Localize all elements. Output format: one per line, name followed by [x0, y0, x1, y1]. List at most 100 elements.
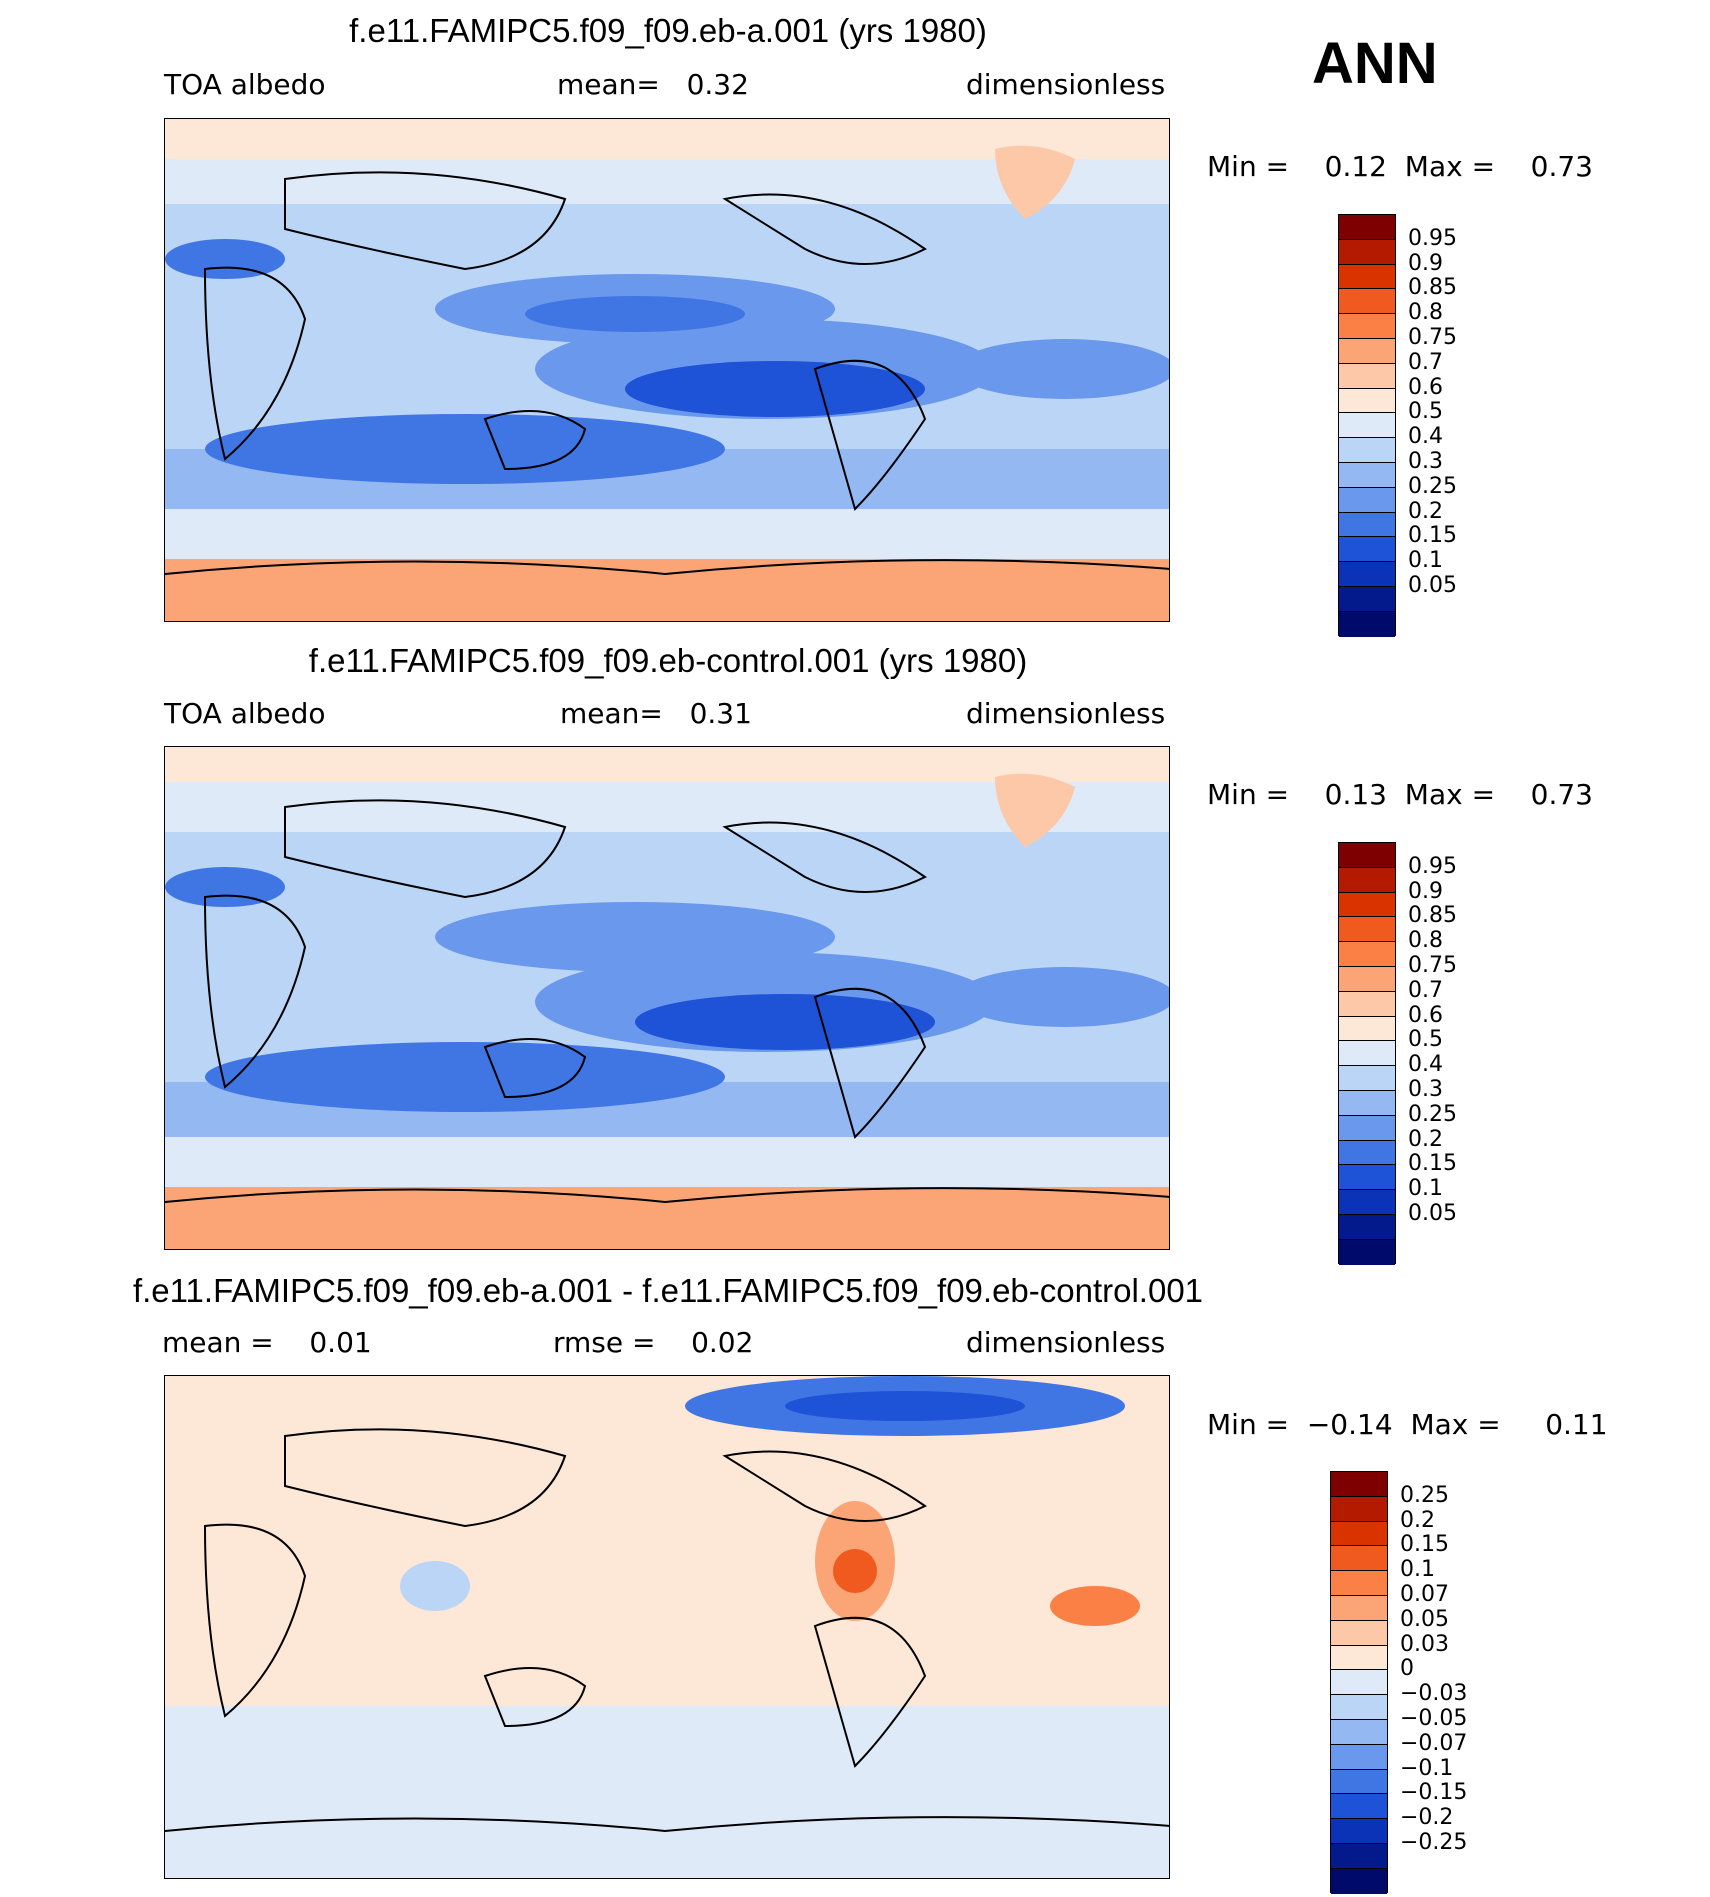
eurasia-coastline [284, 1428, 567, 1528]
atlantic-positive [1050, 1586, 1140, 1626]
colorbar-tick-label: 0.25 [1408, 1101, 1457, 1127]
colorbar-tick-label: −0.07 [1400, 1730, 1468, 1756]
tropical-min-albedo [635, 994, 935, 1050]
colorbar-tick-label: −0.1 [1400, 1755, 1454, 1781]
mediterranean-low [165, 239, 285, 279]
panel-3-map-svg [165, 1376, 1169, 1878]
eurasia-coastline [284, 799, 567, 899]
colorbar-tick-label: −0.15 [1400, 1780, 1468, 1806]
southern-neutral-band [165, 1706, 1169, 1878]
colorbar-tick-label: −0.03 [1400, 1681, 1468, 1707]
subantarctic-band [165, 509, 1169, 559]
antarctica-coastline [165, 1816, 1169, 1833]
colorbar-tick-label: 0.3 [1408, 1077, 1443, 1102]
mediterranean-low [165, 867, 285, 907]
colorbar-tick-label: 0.5 [1408, 1027, 1443, 1053]
colorbar-box [1331, 1719, 1387, 1745]
colorbar-box [1331, 1794, 1387, 1820]
colorbar-tick-label: 0.2 [1400, 1507, 1435, 1533]
panel-2-title: f.e11.FAMIPC5.f09_f09.eb-control.001 (yr… [308, 642, 1028, 679]
colorbar-tick-label: 0.4 [1408, 424, 1443, 450]
panel-1-variable-label: TOA albedo [164, 68, 326, 101]
colorbar-tick-label: 0.05 [1408, 573, 1457, 598]
colorbar-box [1339, 314, 1395, 339]
panel-3-title: f.e11.FAMIPC5.f09_f09.eb-a.001 - f.e11.F… [132, 1272, 1204, 1309]
panel-1-colorbar [1338, 214, 1396, 637]
colorbar-box [1331, 1472, 1387, 1497]
colorbar-box [1339, 966, 1395, 992]
colorbar-box [1339, 1066, 1395, 1091]
colorbar-box [1339, 438, 1395, 463]
colorbar-tick-label: 0.4 [1408, 1052, 1443, 1078]
colorbar-tick-label: 0.1 [1408, 548, 1443, 574]
antarctic-band [165, 559, 1169, 621]
colorbar-tick-label: 0.9 [1408, 250, 1443, 276]
panel-2-variable-label: TOA albedo [164, 697, 326, 730]
indian-ocean-low [205, 1042, 725, 1112]
south-america-coastline [813, 359, 927, 511]
colorbar-box [1331, 1819, 1387, 1844]
colorbar-tick-label: 0.95 [1408, 225, 1457, 251]
panel-2-minmax: Min = 0.13 Max = 0.73 [1207, 778, 1593, 811]
panel-1-minmax: Min = 0.12 Max = 0.73 [1207, 150, 1593, 183]
subantarctic-band [165, 1137, 1169, 1187]
colorbar-tick-label: 0 [1400, 1656, 1414, 1682]
colorbar-box [1339, 1214, 1395, 1240]
colorbar-box [1339, 1041, 1395, 1067]
antarctica-coastline [165, 1187, 1169, 1204]
colorbar-box [1339, 363, 1395, 389]
colorbar-box [1339, 289, 1395, 315]
colorbar-tick-label: 0.1 [1408, 1176, 1443, 1202]
colorbar-box [1331, 1868, 1387, 1894]
north-america-coastline [722, 821, 927, 893]
africa-coastline [203, 266, 307, 461]
colorbar-tick-label: 0.5 [1408, 399, 1443, 425]
greenland-region [995, 145, 1075, 219]
panel-1-mean-label: mean= 0.32 [557, 68, 749, 101]
colorbar-tick-label: 0.15 [1408, 523, 1457, 549]
colorbar-box [1339, 388, 1395, 414]
colorbar-box [1339, 537, 1395, 563]
colorbar-box [1339, 1140, 1395, 1166]
arctic-negative-core [785, 1391, 1025, 1421]
colorbar-box [1331, 1571, 1387, 1596]
colorbar-tick-label: 0.6 [1408, 1002, 1443, 1028]
colorbar-box [1339, 1190, 1395, 1215]
colorbar-tick-label: 0.8 [1408, 300, 1443, 326]
colorbar-box [1331, 1645, 1387, 1671]
colorbar-box [1331, 1595, 1387, 1621]
colorbar-tick-label: 0.9 [1408, 878, 1443, 904]
colorbar-tick-label: 0.95 [1408, 853, 1457, 879]
colorbar-tick-label: 0.25 [1408, 473, 1457, 499]
colorbar-tick-label: 0.05 [1408, 1201, 1457, 1226]
colorbar-box [1339, 264, 1395, 290]
panel-2-colorbar [1338, 842, 1396, 1265]
atlantic-low [955, 339, 1169, 399]
panel-2-mean-label: mean= 0.31 [560, 697, 752, 730]
season-label: ANN [1312, 31, 1438, 96]
colorbar-tick-label: 0.3 [1408, 449, 1443, 474]
colorbar-box [1339, 867, 1395, 893]
panel-2-map-svg [165, 747, 1169, 1249]
colorbar-tick-label: 0.85 [1408, 275, 1457, 301]
colorbar-tick-label: −0.25 [1400, 1830, 1468, 1855]
panel-1-title: f.e11.FAMIPC5.f09_f09.eb-a.001 (yrs 1980… [349, 12, 987, 49]
colorbar-box [1339, 413, 1395, 439]
colorbar-box [1339, 1016, 1395, 1042]
colorbar-tick-label: 0.7 [1408, 349, 1443, 375]
colorbar-box [1339, 562, 1395, 587]
australia-coastline [483, 1038, 587, 1099]
panel-3-colorbar [1330, 1471, 1388, 1894]
colorbar-box [1339, 512, 1395, 538]
colorbar-tick-label: 0.15 [1408, 1151, 1457, 1177]
colorbar-tick-label: 0.2 [1408, 1126, 1443, 1152]
colorbar-tick-label: 0.75 [1408, 953, 1457, 978]
colorbar-box [1339, 338, 1395, 364]
colorbar-tick-label: 0.85 [1408, 903, 1457, 929]
colorbar-box [1339, 215, 1395, 240]
colorbar-tick-label: 0.1 [1400, 1557, 1435, 1583]
north-america-coastline [722, 193, 927, 265]
colorbar-tick-label: 0.07 [1400, 1582, 1449, 1607]
colorbar-tick-label: 0.15 [1400, 1532, 1449, 1558]
colorbar-box [1339, 991, 1395, 1017]
